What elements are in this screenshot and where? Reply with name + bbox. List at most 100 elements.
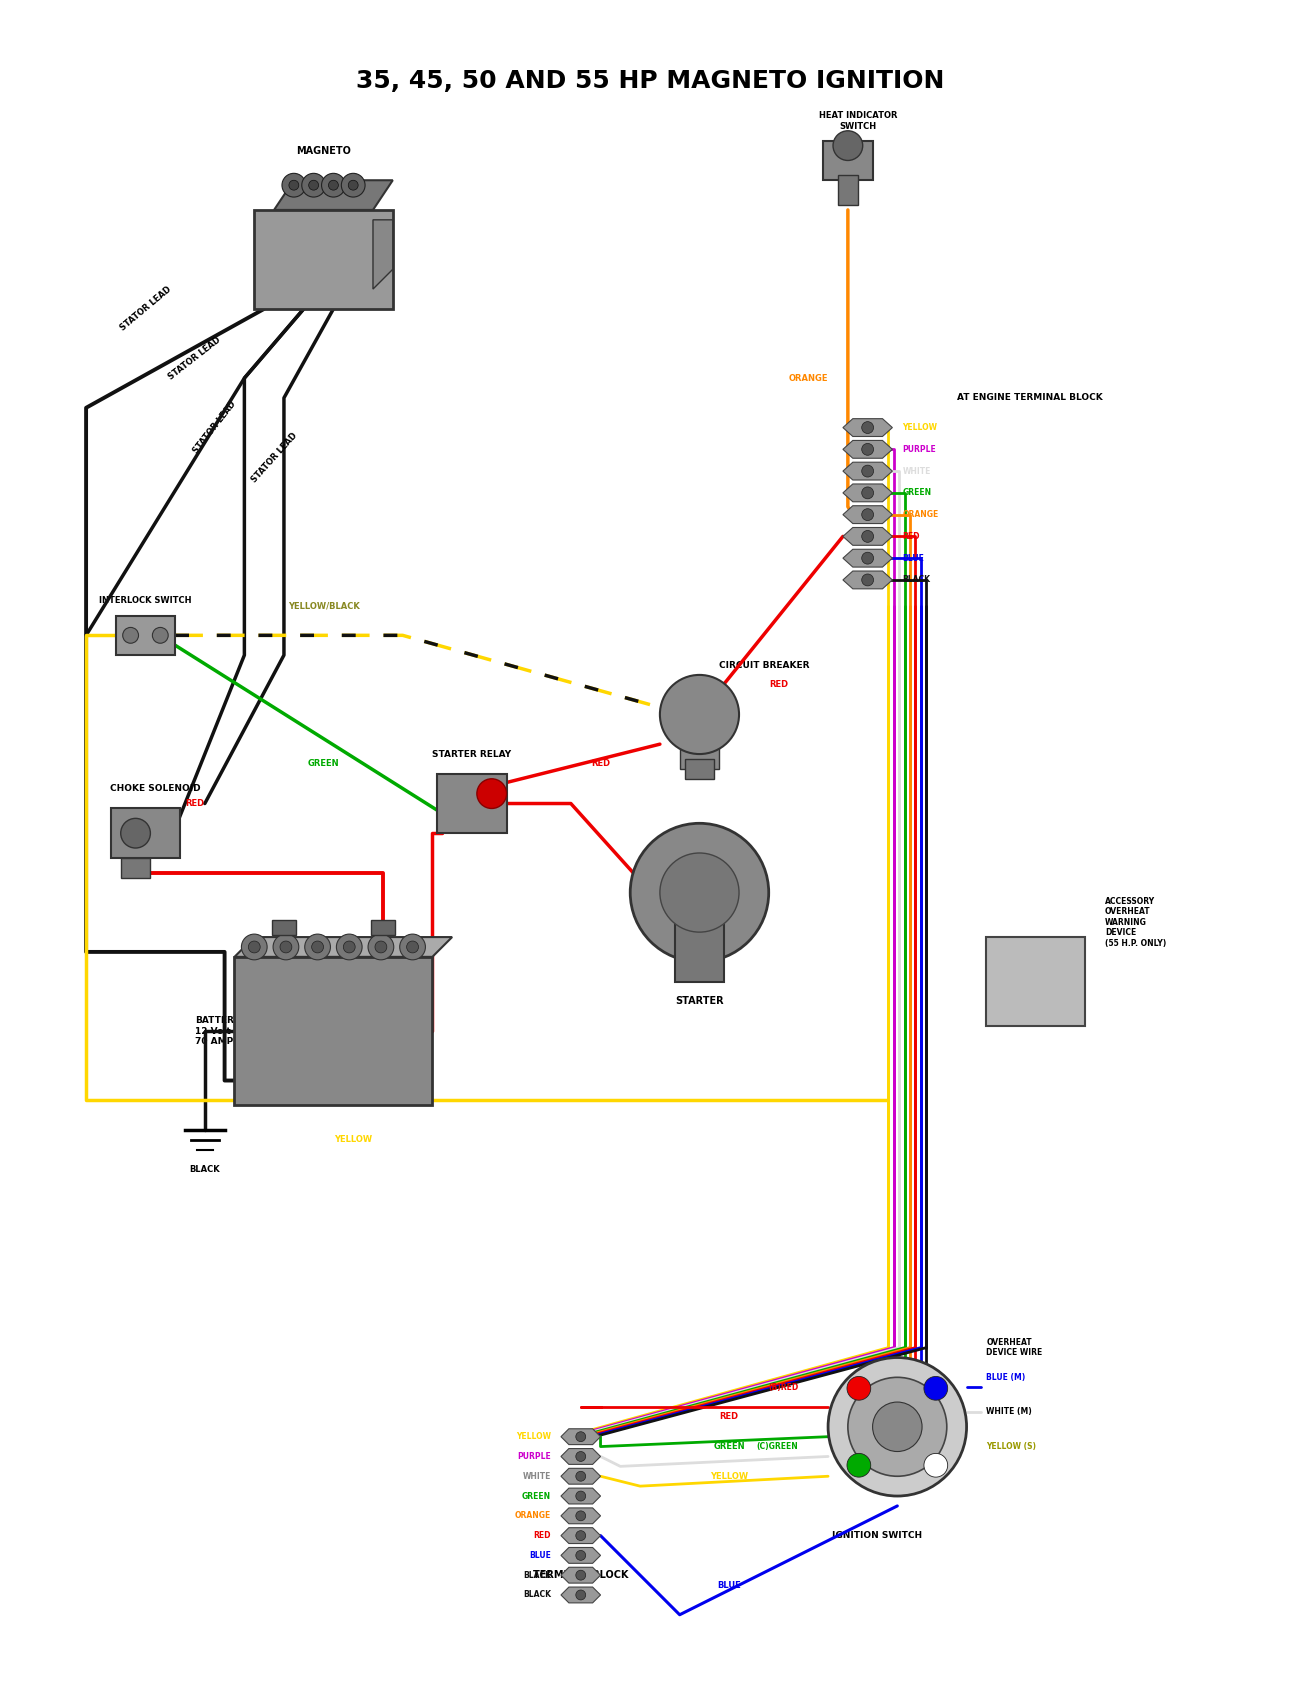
Text: PURPLE: PURPLE — [902, 444, 936, 453]
Circle shape — [337, 935, 363, 960]
Text: ORANGE: ORANGE — [902, 511, 939, 519]
Text: RED: RED — [770, 679, 788, 690]
FancyBboxPatch shape — [987, 937, 1086, 1027]
FancyBboxPatch shape — [116, 615, 176, 656]
Text: RED: RED — [482, 780, 499, 788]
Text: ACCESSORY
OVERHEAT
WARNING
DEVICE
(55 H.P. ONLY): ACCESSORY OVERHEAT WARNING DEVICE (55 H.… — [1105, 897, 1166, 947]
Circle shape — [660, 853, 738, 932]
Text: GREEN: GREEN — [308, 760, 339, 768]
Text: BLUE: BLUE — [718, 1580, 741, 1589]
Circle shape — [862, 530, 874, 542]
FancyBboxPatch shape — [823, 141, 872, 181]
FancyBboxPatch shape — [121, 858, 151, 877]
Circle shape — [368, 935, 394, 960]
Circle shape — [321, 174, 346, 198]
Text: BLACK: BLACK — [523, 1570, 551, 1580]
Circle shape — [576, 1432, 586, 1442]
Text: BLUE: BLUE — [902, 553, 924, 562]
Text: MAGNETO: MAGNETO — [296, 145, 351, 155]
Circle shape — [862, 443, 874, 455]
Circle shape — [302, 174, 325, 198]
Text: STATOR LEAD: STATOR LEAD — [166, 335, 222, 381]
Text: HEAT INDICATOR
SWITCH: HEAT INDICATOR SWITCH — [819, 111, 897, 131]
Circle shape — [576, 1492, 586, 1500]
Circle shape — [576, 1471, 586, 1482]
Circle shape — [282, 174, 306, 198]
Text: IGNITION SWITCH: IGNITION SWITCH — [832, 1531, 923, 1540]
Text: WHITE (M): WHITE (M) — [987, 1407, 1032, 1417]
Text: YELLOW: YELLOW — [334, 1136, 372, 1144]
FancyBboxPatch shape — [111, 809, 181, 858]
FancyBboxPatch shape — [680, 719, 719, 768]
Polygon shape — [562, 1429, 601, 1444]
Text: STATOR LEAD: STATOR LEAD — [191, 400, 238, 455]
Text: CIRCUIT BREAKER: CIRCUIT BREAKER — [719, 661, 810, 669]
Text: INTERLOCK SWITCH: INTERLOCK SWITCH — [99, 596, 191, 605]
Text: RED: RED — [533, 1531, 551, 1540]
Circle shape — [924, 1376, 948, 1400]
Text: ORANGE: ORANGE — [515, 1511, 551, 1521]
Circle shape — [862, 465, 874, 477]
Text: BLACK: BLACK — [902, 576, 931, 584]
Text: PURPLE: PURPLE — [517, 1453, 551, 1461]
Text: YELLOW/BLACK: YELLOW/BLACK — [287, 601, 359, 610]
Polygon shape — [842, 528, 892, 545]
Polygon shape — [274, 181, 393, 209]
Text: RED: RED — [902, 531, 920, 542]
Circle shape — [833, 131, 863, 160]
Text: BLUE: BLUE — [529, 1551, 551, 1560]
Polygon shape — [842, 441, 892, 458]
Circle shape — [862, 552, 874, 564]
Text: GREEN: GREEN — [714, 1442, 745, 1451]
Text: (B)RED: (B)RED — [768, 1383, 798, 1391]
FancyBboxPatch shape — [685, 760, 714, 778]
Polygon shape — [562, 1488, 601, 1504]
Circle shape — [289, 181, 299, 191]
Polygon shape — [562, 1587, 601, 1603]
Text: RED: RED — [592, 760, 610, 768]
Circle shape — [848, 1376, 871, 1400]
Circle shape — [862, 422, 874, 434]
Text: STATOR LEAD: STATOR LEAD — [250, 431, 299, 484]
Circle shape — [924, 1453, 948, 1477]
FancyBboxPatch shape — [272, 920, 296, 935]
Text: WHITE: WHITE — [523, 1471, 551, 1480]
Text: YELLOW (S): YELLOW (S) — [987, 1442, 1036, 1451]
Text: ORANGE: ORANGE — [789, 373, 828, 383]
Circle shape — [848, 1453, 871, 1477]
FancyBboxPatch shape — [838, 175, 858, 204]
Circle shape — [399, 935, 425, 960]
Circle shape — [872, 1402, 922, 1451]
Circle shape — [660, 674, 738, 754]
Polygon shape — [842, 506, 892, 523]
Circle shape — [312, 942, 324, 954]
Circle shape — [122, 627, 139, 644]
Text: GREEN: GREEN — [902, 489, 931, 497]
Circle shape — [862, 487, 874, 499]
Text: YELLOW: YELLOW — [516, 1432, 551, 1441]
Polygon shape — [842, 484, 892, 502]
Circle shape — [329, 181, 338, 191]
FancyBboxPatch shape — [255, 209, 393, 308]
Text: YELLOW: YELLOW — [710, 1471, 749, 1480]
Circle shape — [862, 574, 874, 586]
FancyBboxPatch shape — [675, 923, 724, 981]
Text: STARTER: STARTER — [675, 996, 724, 1006]
Text: GREEN: GREEN — [521, 1492, 551, 1500]
Text: BLACK: BLACK — [523, 1591, 551, 1599]
Circle shape — [576, 1511, 586, 1521]
Text: BATTERY
12 Volt
70 AMP HR MIN: BATTERY 12 Volt 70 AMP HR MIN — [195, 1017, 274, 1046]
Circle shape — [862, 509, 874, 521]
Circle shape — [477, 778, 507, 809]
FancyBboxPatch shape — [234, 957, 433, 1105]
Text: TERMINAL BLOCK: TERMINAL BLOCK — [533, 1570, 628, 1580]
Polygon shape — [842, 550, 892, 567]
Polygon shape — [842, 419, 892, 436]
Text: YELLOW: YELLOW — [902, 422, 937, 433]
FancyBboxPatch shape — [370, 920, 395, 935]
Text: (C)GREEN: (C)GREEN — [757, 1442, 798, 1451]
Text: BLACK: BLACK — [190, 1165, 220, 1173]
Circle shape — [121, 819, 151, 848]
Text: WHITE: WHITE — [902, 467, 931, 475]
Circle shape — [280, 942, 292, 954]
